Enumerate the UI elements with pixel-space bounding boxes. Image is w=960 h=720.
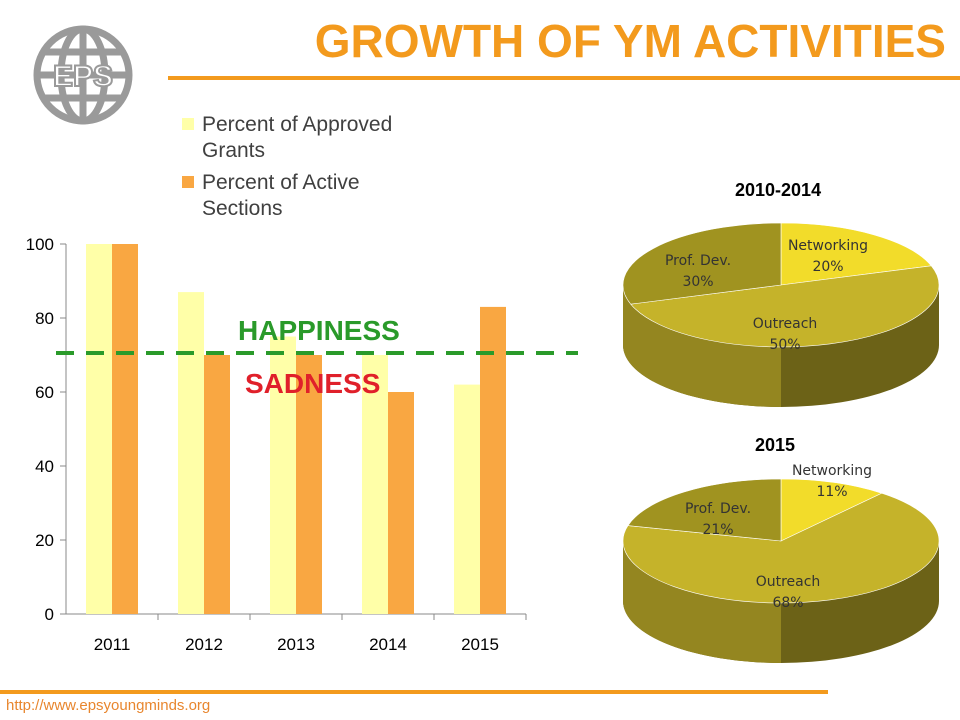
bar-active-2011: [112, 244, 138, 614]
pie-percent: 21%: [702, 522, 733, 538]
pie-slice-prof-dev: [622, 222, 782, 305]
x-tick-label: 2012: [185, 635, 223, 654]
happiness-label: HAPPINESS: [238, 315, 400, 346]
sadness-label: SADNESS: [245, 368, 381, 399]
pie-slice-outreach: [630, 265, 940, 348]
title-divider: [168, 76, 960, 80]
footer-divider: [0, 690, 828, 694]
x-tick-label: 2014: [369, 635, 407, 654]
x-tick-label: 2011: [94, 635, 131, 654]
x-tick-label: 2013: [277, 635, 315, 654]
pie-percent: 68%: [772, 595, 803, 611]
pie-label: Networking: [788, 238, 868, 254]
pie-title-2015: 2015: [755, 435, 796, 455]
pie-percent: 30%: [682, 274, 713, 290]
y-tick-label: 100: [26, 235, 54, 254]
bar-active-2012: [204, 355, 230, 614]
pie-label: Prof. Dev.: [685, 501, 751, 517]
logo-text: EPS: [53, 60, 113, 93]
chart-legend: Percent of Approved Grants Percent of Ac…: [182, 112, 482, 228]
bar-approved-2012: [178, 292, 204, 614]
legend-item-approved: Percent of Approved Grants: [182, 112, 482, 164]
bar-active-2014: [388, 392, 414, 614]
bar-active-2015: [480, 306, 506, 614]
legend-item-active: Percent of Active Sections: [182, 170, 482, 222]
footer-url: http://www.epsyoungminds.org: [6, 697, 211, 714]
bar-chart: 0 20 40 60 80 100 2011 2012 2013 2014 2015: [26, 235, 578, 654]
pie-slice-networking: [780, 222, 932, 286]
pie-label: Networking: [792, 463, 872, 479]
page-title: GROWTH OF YM ACTIVITIES: [314, 15, 946, 67]
pie-percent: 50%: [769, 337, 800, 353]
pie-chart-2015: Networking 11% Outreach 68% Prof. Dev. 21%: [622, 463, 940, 663]
pie-percent: 11%: [816, 484, 847, 500]
legend-swatch-approved: [182, 118, 194, 130]
pie-label: Outreach: [756, 574, 821, 590]
pie-slice-networking: [780, 478, 883, 542]
pie-side-light: [623, 285, 781, 407]
bar-approved-2013: [270, 336, 296, 614]
bar-active-2013: [296, 355, 322, 614]
pie-slice-prof-dev: [627, 478, 782, 542]
bar-approved-2014: [362, 355, 388, 614]
y-tick-label: 20: [35, 531, 54, 550]
pie-slice-outreach: [622, 492, 940, 604]
bar-approved-2015: [454, 384, 480, 614]
pie-title-2010-2014: 2010-2014: [735, 180, 822, 200]
pie-label: Prof. Dev.: [665, 253, 731, 269]
pie-label: Outreach: [753, 316, 818, 332]
eps-logo: EPS: [33, 25, 133, 125]
legend-swatch-active: [182, 176, 194, 188]
legend-label-active: Percent of Active Sections: [202, 171, 360, 220]
bar-approved-2011: [86, 244, 112, 614]
legend-label-approved: Percent of Approved Grants: [202, 113, 393, 162]
y-tick-label: 40: [35, 457, 54, 476]
x-tick-label: 2015: [461, 635, 499, 654]
pie-side-light: [623, 541, 781, 663]
y-tick-label: 80: [35, 309, 54, 328]
pie-percent: 20%: [812, 259, 843, 275]
y-tick-label: 0: [45, 605, 54, 624]
pie-chart-2010-2014: Networking 20% Outreach 50% Prof. Dev. 30%: [622, 222, 940, 407]
y-tick-label: 60: [35, 383, 54, 402]
